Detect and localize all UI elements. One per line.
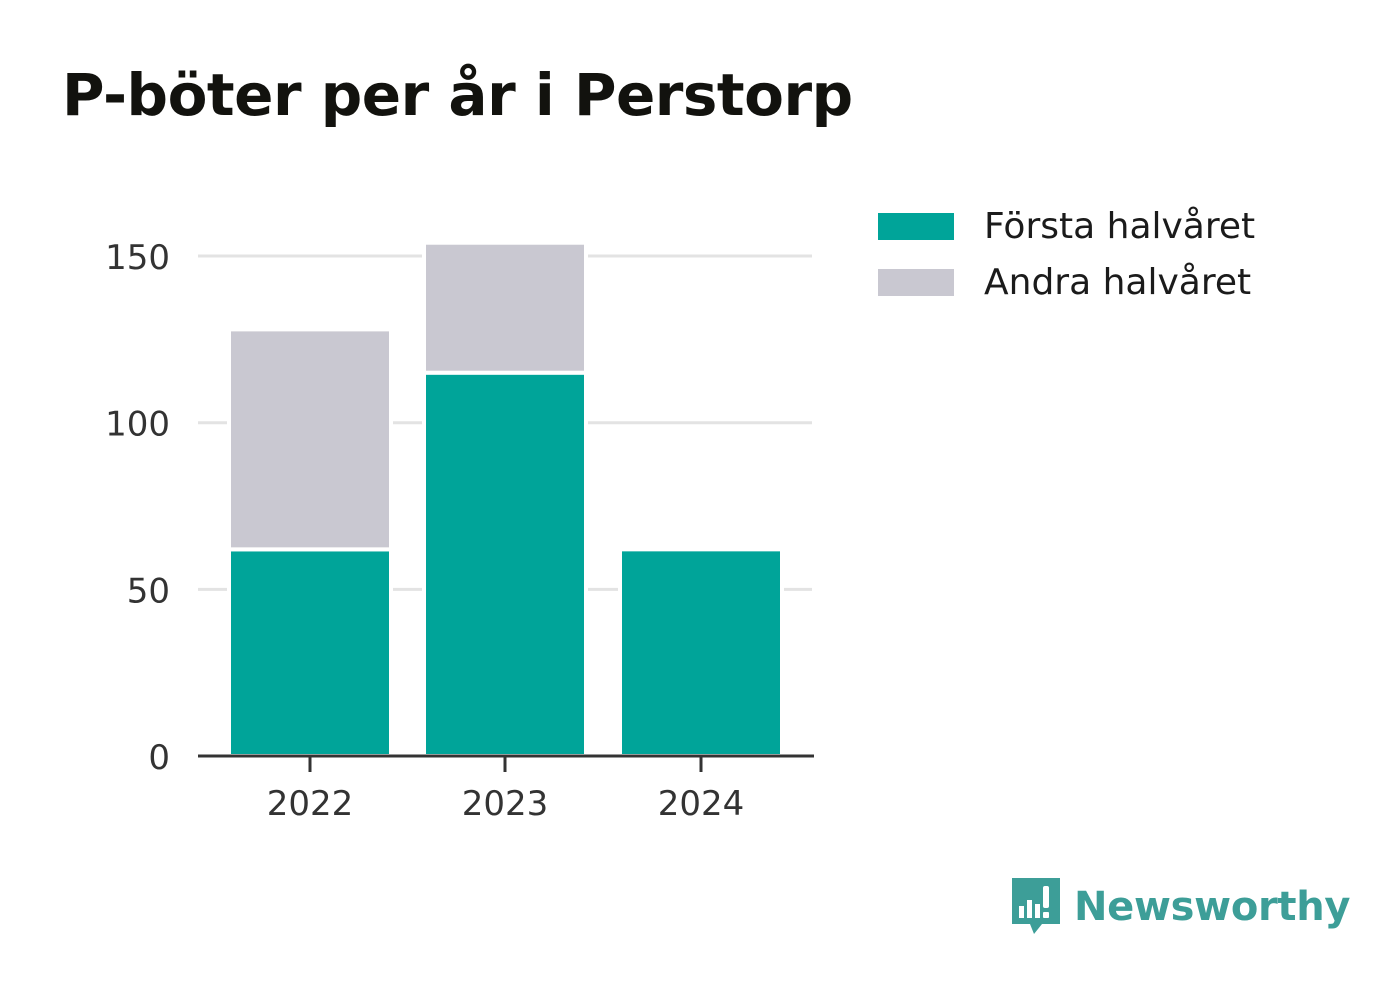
legend: Första halvåret Andra halvåret (878, 198, 1255, 310)
x-axis-tick-labels: 2022 2023 2024 (267, 784, 745, 824)
legend-swatch-first-half (878, 212, 954, 240)
bars (227, 240, 784, 758)
legend-label-second-half: Andra halvåret (984, 261, 1252, 303)
bar-chart-speech-bubble-icon (1012, 878, 1060, 934)
y-tick-label-50: 50 (127, 571, 170, 611)
bar-2024-first-half (618, 547, 784, 758)
bar-2023-first-half (422, 370, 588, 758)
bar-2022-first-half (227, 547, 393, 758)
x-tick-label-2023: 2023 (462, 784, 549, 824)
x-tick-label-2024: 2024 (658, 784, 745, 824)
legend-item-first-half: Första halvåret (878, 198, 1255, 254)
y-tick-label-0: 0 (148, 738, 170, 778)
x-axis (198, 754, 814, 772)
bar-2022-second-half (227, 327, 393, 552)
logo-text: Newsworthy (1074, 884, 1351, 930)
newsworthy-logo: Newsworthy (1010, 876, 1351, 938)
legend-swatch-second-half (878, 268, 954, 296)
y-tick-label-100: 100 (105, 405, 170, 445)
legend-label-first-half: Första halvåret (984, 205, 1256, 247)
chart-title: P-böter per år i Perstorp (62, 61, 853, 129)
y-tick-label-150: 150 (105, 238, 170, 278)
bar-2023-second-half (422, 240, 588, 375)
legend-item-second-half: Andra halvåret (878, 254, 1255, 310)
y-axis-tick-labels: 0 50 100 150 (105, 238, 170, 778)
x-tick-label-2022: 2022 (267, 784, 354, 824)
